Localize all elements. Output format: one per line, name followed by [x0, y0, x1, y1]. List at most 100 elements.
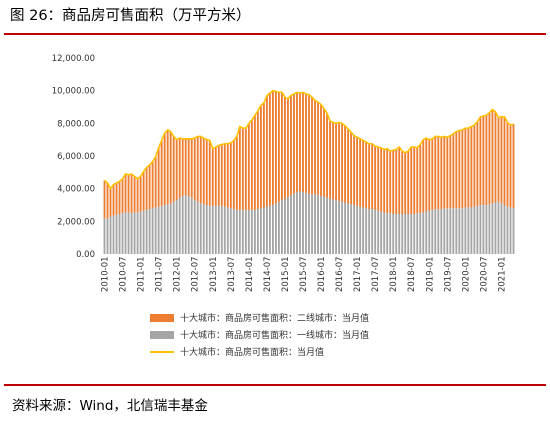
second-tier-bar: [241, 128, 244, 210]
second-tier-bar: [497, 117, 500, 202]
first-tier-bar: [332, 199, 334, 254]
second-tier-bar: [494, 111, 497, 203]
second-tier-bar: [166, 129, 169, 205]
first-tier-bar: [148, 209, 151, 254]
second-tier-bar: [232, 140, 235, 210]
first-tier-bar: [196, 201, 199, 254]
first-tier-bar: [509, 207, 512, 254]
second-tier-bar: [139, 176, 142, 212]
second-tier-bar: [380, 147, 383, 212]
second-tier-bar: [163, 133, 166, 205]
first-tier-bar: [461, 208, 464, 254]
first-tier-bar: [199, 203, 202, 254]
first-tier-bar: [344, 202, 347, 254]
first-tier-bar: [205, 205, 208, 254]
first-tier-bar: [383, 212, 386, 254]
second-tier-bar: [268, 93, 271, 206]
second-tier-bar: [467, 128, 470, 208]
second-tier-bar: [314, 100, 316, 195]
second-tier-bar: [223, 143, 226, 207]
x-tick-label: 2012-07: [191, 256, 201, 292]
first-tier-bar: [386, 213, 389, 254]
second-tier-bar: [253, 115, 256, 210]
first-tier-bar: [229, 208, 232, 254]
first-tier-bar: [296, 191, 298, 254]
first-tier-bar: [223, 206, 226, 254]
second-tier-bar: [193, 138, 196, 201]
first-tier-bar: [178, 197, 181, 254]
first-tier-bar: [271, 205, 274, 254]
x-tick-label: 2016-01: [317, 256, 327, 292]
second-tier-bar: [377, 147, 380, 211]
second-tier-bar: [103, 180, 106, 219]
second-tier-bar: [446, 137, 449, 209]
first-tier-bar: [389, 213, 392, 254]
second-tier-bar: [476, 121, 479, 206]
first-tier-bar: [268, 205, 271, 254]
second-tier-bar: [452, 133, 455, 209]
second-tier-bar: [274, 91, 277, 204]
second-tier-bar: [449, 135, 452, 209]
first-tier-bar: [253, 209, 256, 254]
first-tier-bar: [175, 200, 178, 254]
second-tier-bar: [247, 123, 250, 210]
second-tier-bar: [425, 138, 428, 212]
second-tier-bar: [145, 167, 148, 210]
first-tier-bar: [359, 206, 362, 254]
second-tier-bar: [250, 120, 253, 210]
second-tier-bar: [217, 145, 220, 206]
y-tick-label: 12,000.00: [52, 54, 95, 64]
legend-swatch-first-tier: [150, 331, 174, 339]
first-tier-bar: [443, 208, 446, 254]
first-tier-bar: [491, 203, 494, 254]
second-tier-bar: [244, 128, 247, 210]
x-tick-label: 2018-01: [389, 256, 399, 292]
second-tier-bar: [347, 129, 350, 204]
first-tier-bar: [353, 205, 356, 254]
first-tier-bar: [238, 209, 241, 254]
second-tier-bar: [509, 124, 512, 208]
first-tier-bar: [121, 213, 124, 254]
second-tier-bar: [305, 93, 307, 193]
second-tier-bar: [187, 138, 190, 197]
second-tier-bar: [115, 182, 118, 215]
top-rule: [4, 33, 546, 35]
first-tier-bar: [169, 203, 172, 254]
first-tier-bar: [419, 213, 422, 254]
first-tier-bar: [335, 200, 337, 254]
chart-bars: [103, 90, 515, 254]
first-tier-bar: [281, 200, 283, 254]
second-tier-bar: [284, 97, 286, 199]
total-line-layer: [103, 89, 514, 191]
y-tick-label: 2,000.00: [57, 217, 95, 227]
y-axis-ticks: 0.00 2,000.00 4,000.00 6,000.00 8,000.00 10,0…: [52, 54, 95, 260]
first-tier-bar: [392, 213, 395, 254]
second-tier-bar: [455, 131, 458, 209]
second-tier-bar: [353, 135, 356, 205]
first-tier-bar: [157, 206, 160, 254]
first-tier-bar: [506, 206, 509, 254]
legend-label: 十大城市：商品房可售面积：二线城市：当月值: [180, 312, 369, 324]
second-tier-bar: [359, 138, 362, 207]
second-tier-bar: [491, 109, 494, 204]
second-tier-bar: [296, 92, 298, 192]
second-tier-bar: [265, 95, 268, 207]
first-tier-bar: [112, 215, 115, 254]
second-tier-bar: [374, 146, 377, 210]
second-tier-bar: [160, 140, 163, 206]
second-tier-bar: [356, 137, 359, 206]
first-tier-bar: [256, 209, 259, 254]
first-tier-bar: [235, 209, 238, 254]
second-tier-bar: [154, 156, 157, 208]
first-tier-bar: [368, 209, 371, 254]
first-tier-bar: [217, 205, 220, 254]
first-tier-bar: [482, 205, 485, 254]
first-tier-bar: [314, 194, 316, 254]
second-tier-bar: [262, 102, 265, 208]
second-tier-bar: [332, 122, 334, 200]
bottom-rule: [4, 384, 546, 386]
second-tier-bar: [136, 178, 139, 213]
first-tier-bar: [458, 208, 461, 254]
first-tier-bar: [265, 206, 268, 254]
